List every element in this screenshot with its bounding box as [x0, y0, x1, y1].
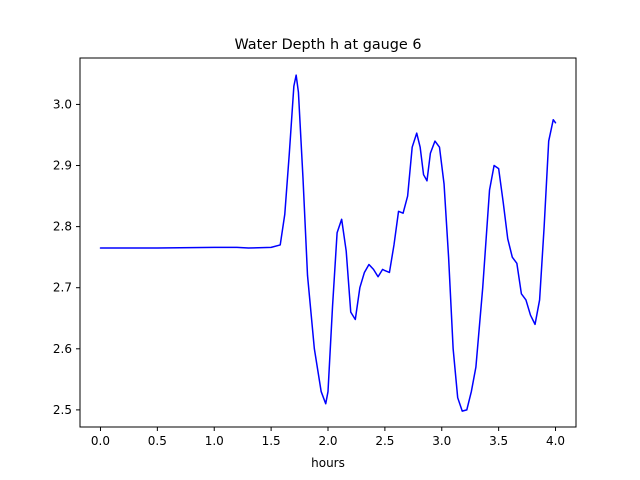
x-tick-label: 1.0 — [205, 434, 224, 448]
y-tick-label: 2.6 — [53, 342, 72, 356]
y-tick-label: 2.9 — [53, 159, 72, 173]
x-tick-label: 4.0 — [546, 434, 565, 448]
y-tick-label: 2.7 — [53, 281, 72, 295]
x-tick-label: 2.0 — [318, 434, 337, 448]
x-tick-label: 2.5 — [375, 434, 394, 448]
x-tick-label: 3.5 — [489, 434, 508, 448]
x-tick-label: 0.5 — [148, 434, 167, 448]
y-tick-label: 2.5 — [53, 403, 72, 417]
y-tick-label: 3.0 — [53, 97, 72, 111]
x-tick-label: 1.5 — [262, 434, 281, 448]
x-axis-label: hours — [311, 456, 345, 470]
chart-title: Water Depth h at gauge 6 — [234, 37, 421, 53]
plot-area: 0.0 0.5 1.0 1.5 2.0 2.5 3.0 3.5 4.0 2.5 2.6 2.7 2.8 2… — [53, 57, 577, 448]
y-tick-label: 2.8 — [53, 220, 72, 234]
series-line-0 — [99, 74, 557, 412]
x-tick-label: 0.0 — [91, 434, 110, 448]
x-tick-label: 3.0 — [432, 434, 451, 448]
